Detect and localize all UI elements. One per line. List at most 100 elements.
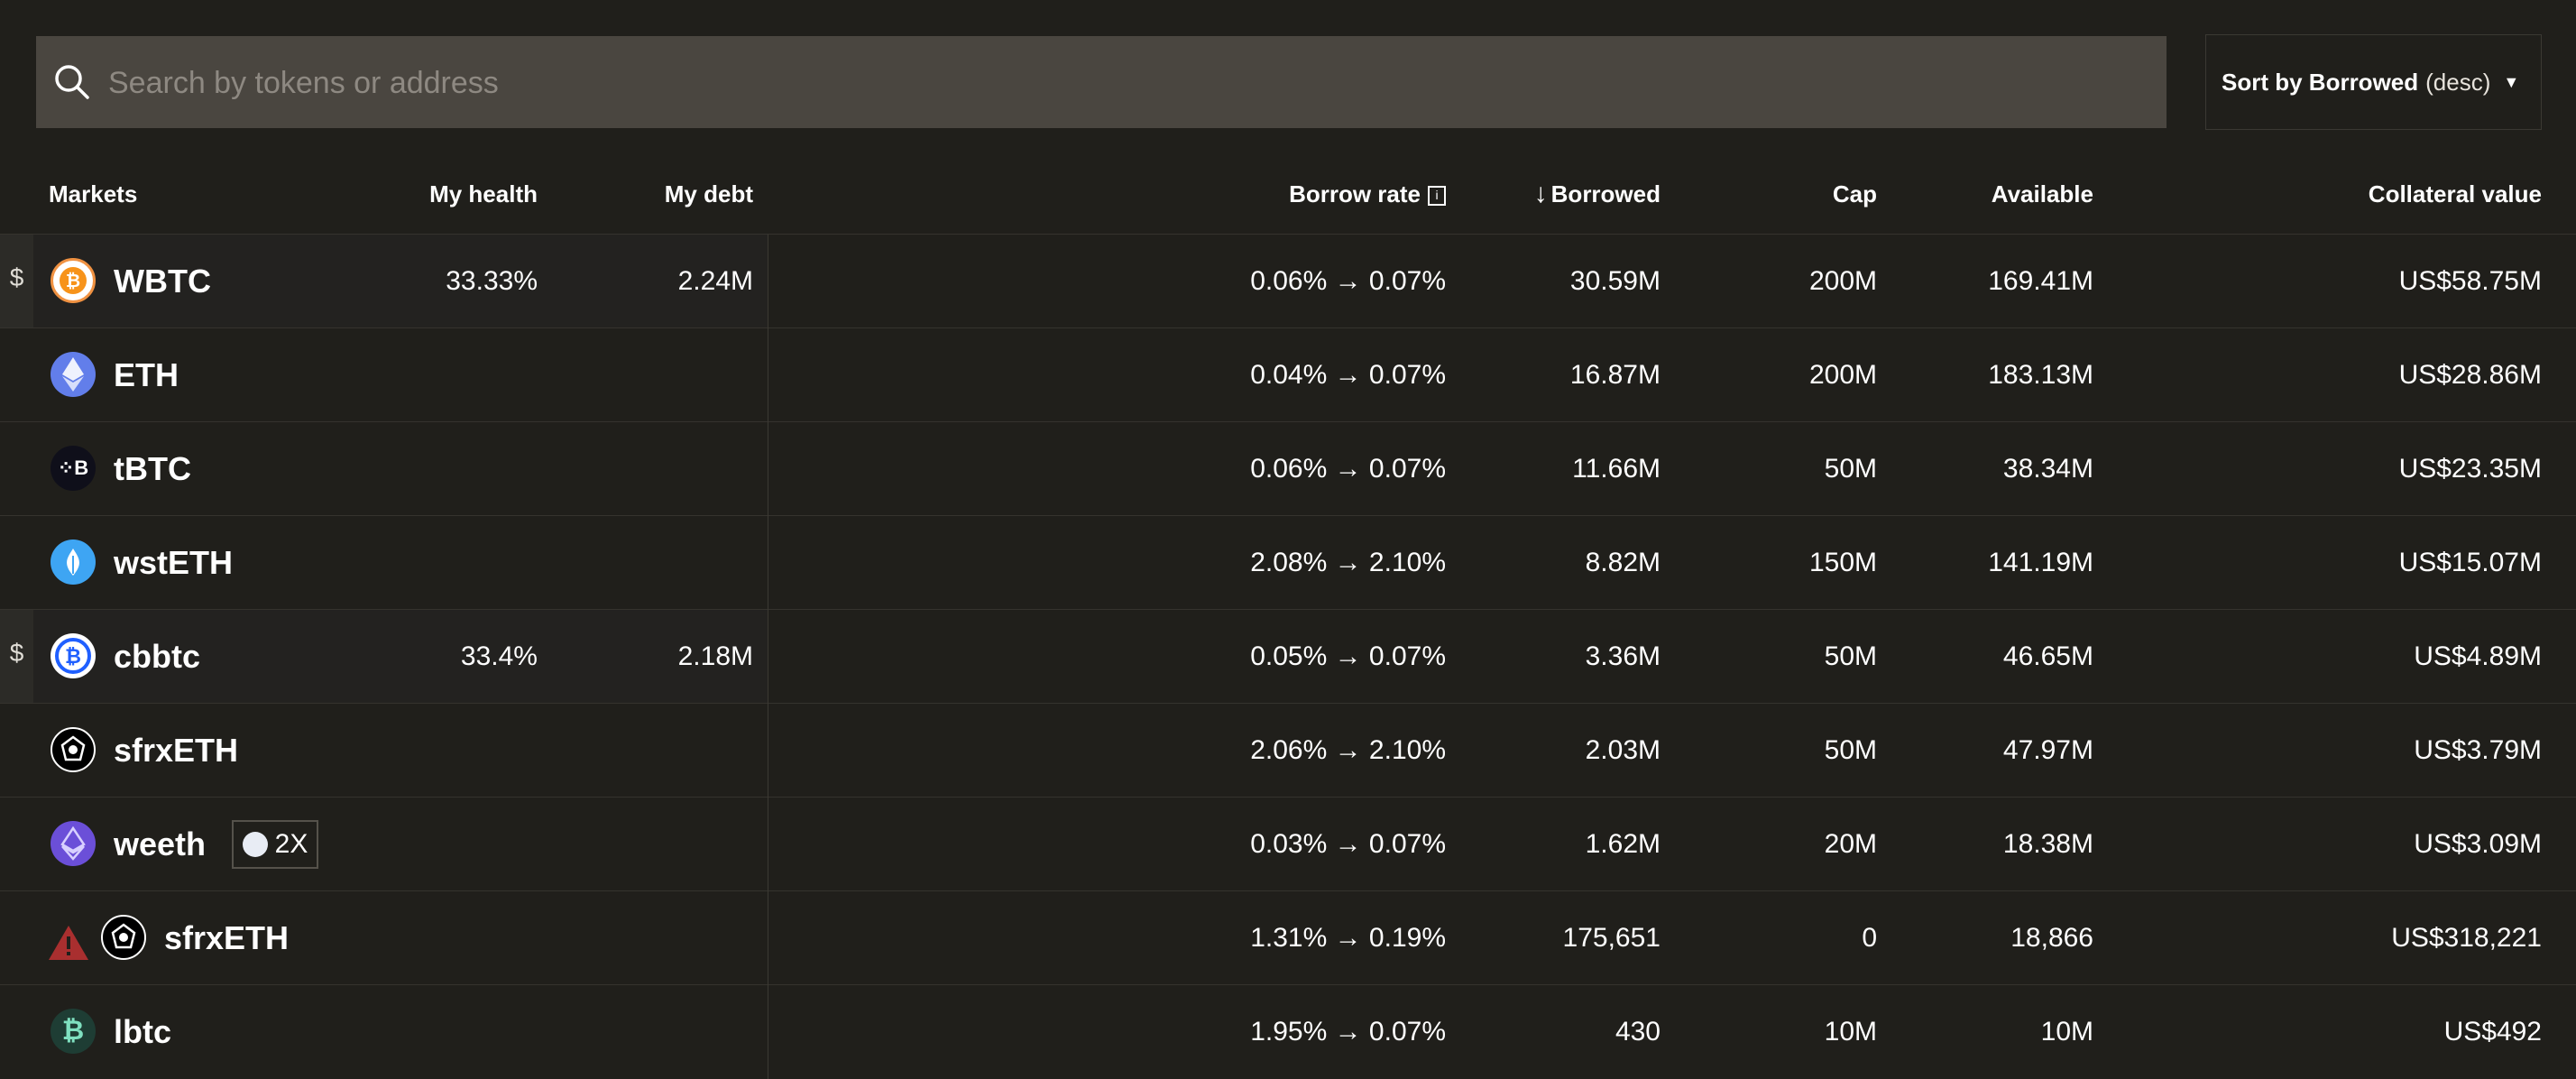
borrowed: 8.82M	[1585, 548, 1661, 577]
available: 183.13M	[1988, 360, 2093, 390]
table-row[interactable]: ⁘B tBTC 0.06% → 0.07% 11.66M 50M 38.34M …	[0, 422, 2576, 516]
col-header-borrowed[interactable]: ↓ Borrowed	[1534, 168, 1661, 235]
collateral-value: US$28.86M	[2398, 360, 2542, 390]
token-name: lbtc	[114, 1013, 172, 1050]
borrowed: 16.87M	[1569, 360, 1661, 390]
borrow-rate-label: Borrow rate	[1289, 180, 1421, 208]
my-health: 33.4%	[460, 641, 538, 671]
available: 141.19M	[1988, 548, 2093, 577]
arrow-down-icon: ↓	[1533, 179, 1548, 208]
borrow-rate: 2.08% → 2.10%	[1250, 548, 1446, 577]
cap: 50M	[1824, 641, 1877, 671]
svg-text:₿: ₿	[66, 272, 80, 291]
sfrxeth-icon	[101, 915, 146, 960]
borrow-rate: 0.03% → 0.07%	[1250, 829, 1446, 859]
position-highlight	[0, 235, 768, 327]
borrowed: 3.36M	[1585, 641, 1661, 671]
badge-label: 2X	[274, 829, 308, 859]
available: 47.97M	[2002, 735, 2093, 765]
eth-icon	[51, 352, 96, 397]
table-row[interactable]: $ ₿ cbbtc 33.4% 2.18M 0.05% → 0.07% 3.36…	[0, 610, 2576, 704]
col-header-cap[interactable]: Cap	[1832, 180, 1877, 208]
position-marker: $	[0, 235, 33, 327]
cap: 150M	[1808, 548, 1877, 577]
sort-dropdown[interactable]: Sort by Borrowed (desc) ▼	[2205, 34, 2542, 130]
sort-direction: (desc)	[2425, 68, 2491, 96]
table-row[interactable]: wstETH 2.08% → 2.10% 8.82M 150M 141.19M …	[0, 516, 2576, 610]
cap: 200M	[1808, 360, 1877, 390]
token-name: sfrxETH	[114, 732, 239, 769]
table-row[interactable]: sfrxETH 2.06% → 2.10% 2.03M 50M 47.97M U…	[0, 704, 2576, 798]
collateral-value: US$15.07M	[2398, 548, 2542, 577]
points-icon	[242, 832, 268, 857]
borrowed-label: Borrowed	[1550, 180, 1661, 208]
borrow-rate: 0.06% → 0.07%	[1250, 454, 1446, 484]
my-debt: 2.24M	[677, 266, 753, 296]
available: 18.38M	[2002, 829, 2093, 859]
collateral-value: US$23.35M	[2398, 454, 2542, 484]
available: 10M	[2040, 1017, 2093, 1047]
collateral-value: US$492	[2443, 1017, 2542, 1047]
token-name: WBTC	[114, 263, 211, 300]
col-header-my-health[interactable]: My health	[429, 180, 538, 208]
borrowed: 1.62M	[1585, 829, 1661, 859]
wsteth-icon	[51, 540, 96, 585]
collateral-value: US$3.09M	[2414, 829, 2542, 859]
borrow-rate: 0.05% → 0.07%	[1250, 641, 1446, 671]
available: 46.65M	[2002, 641, 2093, 671]
borrowed: 175,651	[1562, 923, 1661, 953]
search-icon	[55, 65, 89, 99]
borrowed: 2.03M	[1585, 735, 1661, 765]
collateral-value: US$4.89M	[2414, 641, 2542, 671]
borrow-rate: 0.04% → 0.07%	[1250, 360, 1446, 390]
svg-text:₿: ₿	[65, 645, 81, 668]
token-name: tBTC	[114, 450, 191, 487]
borrow-rate: 1.31% → 0.19%	[1250, 923, 1446, 953]
table-row[interactable]: sfrxETH 1.31% → 0.19% 175,651 0 18,866 U…	[0, 891, 2576, 985]
cap: 0	[1862, 923, 1877, 953]
cap: 10M	[1824, 1017, 1877, 1047]
col-header-available[interactable]: Available	[1991, 180, 2093, 208]
warning-icon	[49, 926, 88, 960]
token-name: weeth	[114, 825, 207, 862]
table-row[interactable]: weeth 2X 0.03% → 0.07% 1.62M 20M 18.38M …	[0, 798, 2576, 891]
available: 18,866	[2010, 923, 2093, 953]
col-header-markets[interactable]: Markets	[49, 180, 138, 208]
cap: 50M	[1824, 735, 1877, 765]
col-header-my-debt[interactable]: My debt	[664, 180, 753, 208]
search-bar[interactable]	[36, 36, 2167, 130]
tbtc-icon: ⁘B	[51, 446, 96, 491]
borrow-rate: 2.06% → 2.10%	[1250, 735, 1446, 765]
collateral-value: US$3.79M	[2414, 735, 2542, 765]
leverage-badge[interactable]: 2X	[232, 820, 318, 869]
cap: 50M	[1824, 454, 1877, 484]
borrowed: 11.66M	[1572, 454, 1661, 484]
token-name: wstETH	[114, 544, 234, 581]
my-health: 33.33%	[446, 266, 538, 296]
borrowed: 30.59M	[1569, 266, 1661, 296]
position-marker: $	[0, 610, 33, 703]
token-name: sfrxETH	[164, 919, 290, 956]
table-row[interactable]: ₿ lbtc 1.95% → 0.07% 430 10M 10M US$492	[0, 985, 2576, 1079]
info-icon[interactable]: i	[1428, 186, 1446, 207]
cbbtc-icon: ₿	[51, 633, 96, 678]
borrow-rate: 0.06% → 0.07%	[1250, 266, 1446, 296]
table-row[interactable]: ETH 0.04% → 0.07% 16.87M 200M 183.13M US…	[0, 328, 2576, 422]
available: 169.41M	[1988, 266, 2093, 296]
table-row[interactable]: $ ₿ WBTC 33.33% 2.24M 0.06% → 0.07% 30.5…	[0, 235, 2576, 328]
collateral-value: US$58.75M	[2398, 266, 2542, 296]
position-highlight	[0, 610, 768, 703]
wbtc-icon: ₿	[51, 258, 96, 303]
col-header-collateral-value[interactable]: Collateral value	[2368, 180, 2542, 208]
sort-label: Sort by Borrowed	[2222, 68, 2419, 96]
my-debt: 2.18M	[677, 641, 753, 671]
caret-down-icon: ▼	[2503, 72, 2520, 91]
table-header: Markets My health My debt Borrow rate i ↓…	[0, 168, 2576, 235]
search-input[interactable]	[106, 36, 2148, 130]
sfrxeth-icon	[51, 727, 96, 772]
available: 38.34M	[2002, 454, 2093, 484]
col-header-borrow-rate[interactable]: Borrow rate i	[1289, 168, 1446, 235]
token-name: ETH	[114, 356, 179, 393]
token-name: cbbtc	[114, 638, 201, 675]
cap: 200M	[1808, 266, 1877, 296]
